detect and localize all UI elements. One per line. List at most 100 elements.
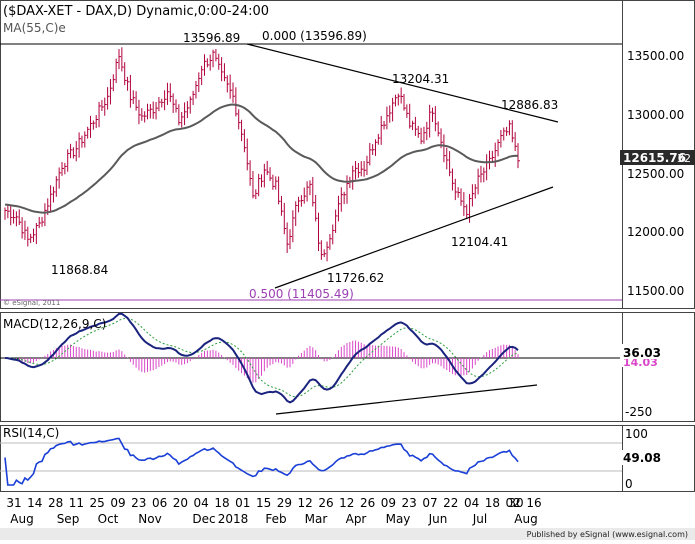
x-month-label: Apr [346,512,367,526]
price-bar [158,96,161,112]
price-bar [508,120,512,136]
macd-value-box [620,344,664,359]
price-bar [38,216,42,229]
price-bar [84,131,87,148]
price-bar [229,74,233,99]
annotation-13204: 13204.31 [392,72,449,86]
price-bar [232,82,235,103]
price-bar [249,160,253,186]
price-bar [181,111,184,128]
price-bar [58,167,62,189]
price-bar [432,107,435,122]
price-bar [209,54,213,71]
price-bar [298,196,301,213]
price-bar [437,121,441,137]
price-bar [466,204,469,220]
price-bar [386,106,389,130]
rsi-label: RSI(14,C) [3,426,59,440]
watermark: © eSignal, 2011 [3,299,60,307]
price-bar [449,151,452,177]
price-bar [320,240,324,260]
price-bar [161,98,164,108]
price-bar [98,101,102,128]
price-bar [463,192,466,216]
price-bar [309,180,312,196]
price-bar [457,187,461,198]
x-tick-label: 22 [443,496,458,510]
price-bar [454,178,458,201]
price-bar [497,139,501,157]
price-bar [295,201,298,226]
x-month-label: Oct [98,512,119,526]
price-bar [283,202,287,235]
price-bar [451,168,455,191]
macd-value-box-2 [622,356,662,367]
y-tick-13500: 13500.00 [627,49,684,63]
price-bar [357,162,361,178]
rsi-panel [0,425,695,492]
price-bar [269,167,273,182]
price-bar [318,212,321,251]
price-bar [494,142,498,167]
x-axis: 31 14 28 11 25 09 23 06 20 04 18 01 15 29 12 26 12 26 09 23… [6,496,541,526]
price-bar [335,209,338,233]
x-tick-label: 18 [485,496,500,510]
x-tick-label: 14 [27,496,42,510]
price-bar [255,189,258,200]
fib-top-label: 0.000 (13596.89) [262,29,367,43]
price-bar [201,65,204,86]
rsi-tick-0: 0 [625,477,633,491]
fib-bottom-label: 0.500 (11405.49) [249,287,354,301]
x-tick-label: 30 [508,496,523,510]
price-bar [64,162,67,175]
price-bar [61,161,64,176]
price-bar [434,106,438,132]
price-bar [172,93,176,113]
footer-text: Published by eSignal (www.esignal.com) [527,530,688,539]
price-bar [286,222,290,253]
price-bar [135,91,139,111]
x-tick-label: 26 [318,496,333,510]
price-bar [109,79,113,105]
price-bar [132,90,136,105]
price-bar [312,176,315,207]
price-bar [101,100,104,112]
price-bar [52,186,56,203]
last-price: 12615.76 [623,151,686,165]
x-month-label: Jul [472,512,487,526]
last-price-box [620,150,695,165]
price-bar [514,132,518,152]
price-bar [204,54,207,76]
ma-55-line [4,103,519,214]
price-bar [15,211,19,227]
macd-tick-neg250: -250 [625,405,652,419]
x-month-label: Mar [305,512,328,526]
price-bar [21,217,25,239]
price-bar [155,101,159,120]
price-bar [186,101,190,119]
price-bar [511,120,515,143]
price-bar [471,184,475,207]
price-bar [420,127,424,145]
price-bar [192,90,196,106]
annotation-11868: 11868.84 [51,263,108,277]
price-bar [246,138,250,171]
price-bar [394,94,398,107]
x-tick-label: 26 [360,496,375,510]
price-bar [226,75,230,93]
x-month-label: Dec [192,512,215,526]
x-tick-label: 23 [402,496,417,510]
x-month-label: Aug [514,512,537,526]
price-bar [164,90,167,111]
price-bar [152,101,156,119]
rsi-line [4,437,519,486]
price-bar [412,120,415,131]
price-bar [27,226,30,247]
price-bar [517,143,520,169]
x-month-label: Sep [57,512,80,526]
price-bar [129,74,133,108]
price-bar [400,87,404,104]
price-bar [303,187,307,204]
price-bar [292,210,295,243]
price-bar [414,116,418,136]
